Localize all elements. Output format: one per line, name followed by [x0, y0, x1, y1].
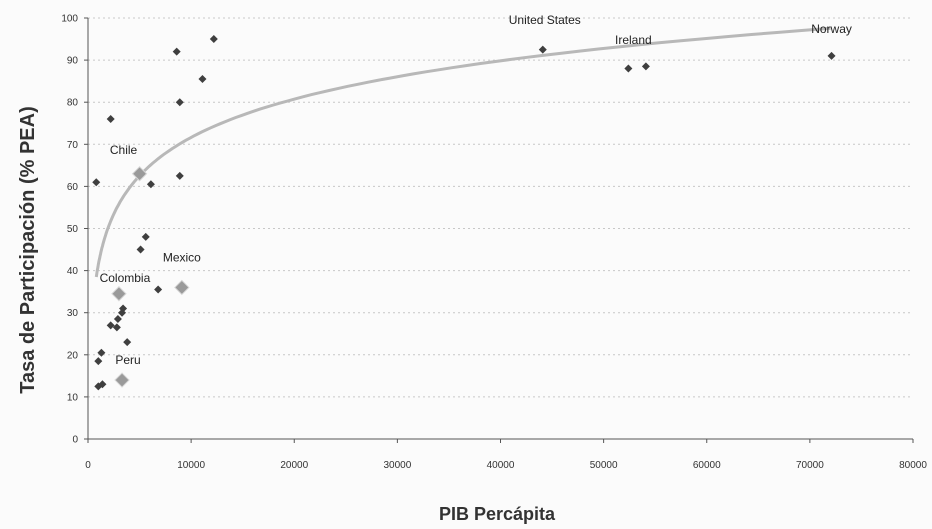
data-point — [106, 115, 115, 124]
y-tick-label: 20 — [67, 350, 79, 361]
x-tick-labels: 0 10000 20000 30000 40000 50000 60000 70000 8000… — [85, 460, 927, 471]
data-point — [136, 245, 145, 254]
y-tick-label: 50 — [67, 224, 79, 235]
data-points — [92, 35, 836, 391]
highlight-point — [131, 166, 148, 182]
x-tick-label: 20000 — [280, 460, 308, 471]
y-tick-label: 100 — [61, 14, 78, 25]
data-point — [98, 380, 107, 389]
data-point — [198, 75, 207, 84]
data-point — [827, 51, 836, 60]
trendline — [94, 26, 831, 278]
data-point — [146, 180, 155, 189]
country-label: United States — [509, 13, 581, 27]
y-tick-label: 70 — [67, 140, 79, 151]
country-label: Peru — [115, 353, 140, 367]
data-point — [119, 304, 128, 313]
x-tick-label: 60000 — [693, 460, 721, 471]
data-point — [112, 323, 121, 332]
axes — [84, 17, 914, 443]
data-point — [538, 45, 547, 54]
country-label: Ireland — [615, 33, 652, 47]
x-tick-label: 80000 — [899, 460, 927, 471]
x-tick-label: 50000 — [590, 460, 618, 471]
country-label: Norway — [811, 22, 852, 36]
highlight-point — [174, 279, 190, 296]
data-point — [92, 178, 101, 187]
x-axis-title: PIB Percápita — [439, 504, 556, 524]
y-tick-label: 60 — [67, 182, 79, 193]
data-point — [94, 357, 103, 366]
y-tick-label: 40 — [67, 266, 79, 277]
data-point — [175, 98, 184, 107]
data-point — [113, 315, 122, 324]
x-tick-label: 40000 — [487, 460, 515, 471]
y-tick-label: 80 — [67, 98, 79, 109]
country-label: Mexico — [163, 250, 201, 264]
y-tick-label: 0 — [72, 435, 78, 446]
data-point — [97, 348, 106, 357]
data-point — [106, 321, 115, 330]
data-point — [172, 47, 181, 56]
x-tick-label: 0 — [85, 460, 91, 471]
highlight-point — [114, 372, 130, 388]
y-tick-label: 30 — [67, 308, 79, 319]
point-labels: Chile Mexico Colombia Peru United States Irel… — [100, 13, 852, 367]
y-tick-labels: 0 10 20 30 40 50 60 70 80 90 100 — [61, 14, 78, 446]
data-point — [141, 232, 150, 241]
grid-lines — [88, 17, 913, 398]
data-point — [209, 35, 218, 44]
y-tick-label: 10 — [67, 392, 79, 403]
highlight-point — [111, 286, 127, 302]
country-label: Chile — [110, 143, 138, 157]
country-label: Colombia — [100, 271, 151, 285]
x-tick-label: 30000 — [383, 460, 411, 471]
data-point — [175, 171, 184, 180]
y-axis-title: Tasa de Participación (% PEA) — [17, 106, 39, 394]
x-tick-label: 70000 — [796, 460, 824, 471]
x-tick-label: 10000 — [177, 460, 205, 471]
data-point — [123, 338, 132, 347]
data-point — [641, 62, 650, 71]
data-point — [624, 64, 633, 73]
y-tick-label: 90 — [67, 56, 79, 67]
data-point — [154, 285, 163, 294]
